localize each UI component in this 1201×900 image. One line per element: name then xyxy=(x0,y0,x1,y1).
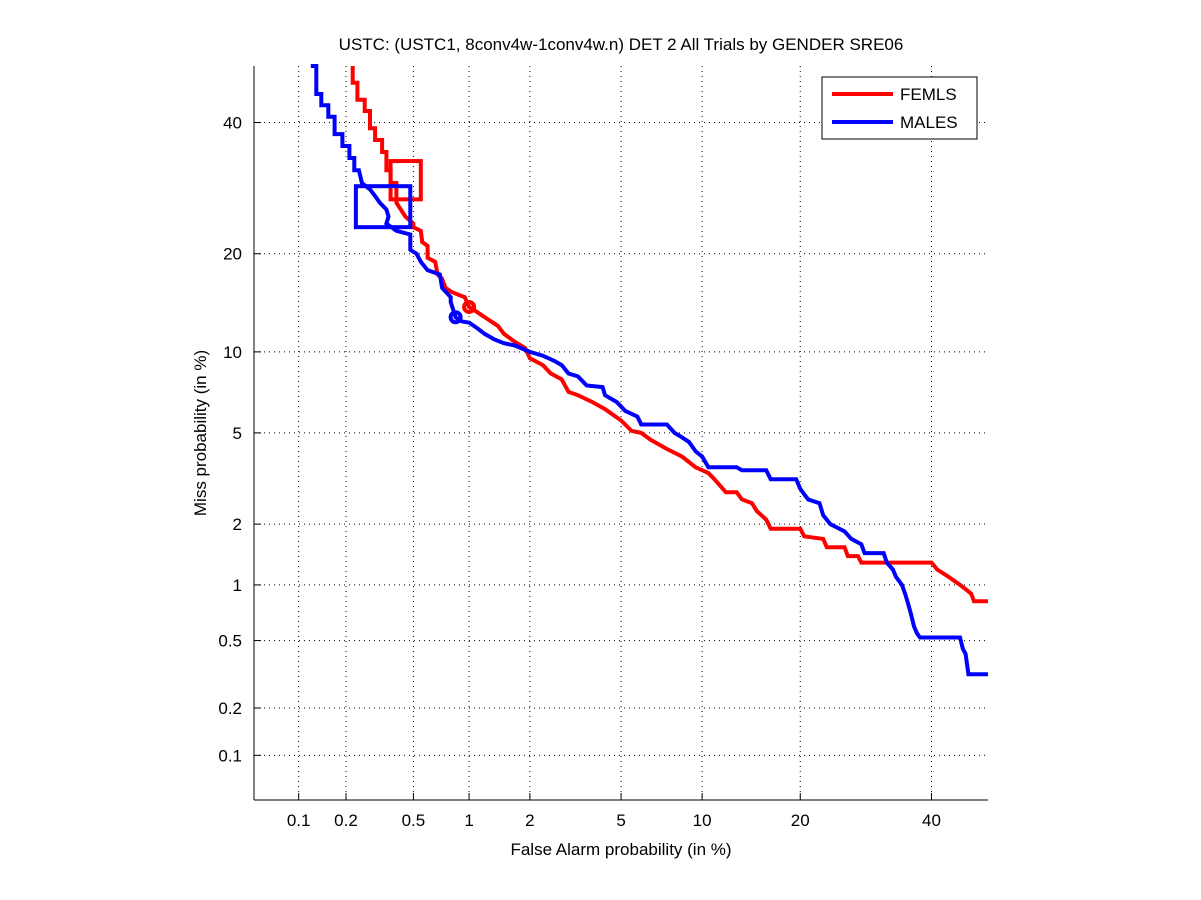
legend-box xyxy=(821,76,978,140)
x-tick-label: 40 xyxy=(922,811,941,830)
x-tick-label: 10 xyxy=(693,811,712,830)
chart-title: USTC: (USTC1, 8conv4w-1conv4w.n) DET 2 A… xyxy=(339,35,904,54)
legend-label-males: MALES xyxy=(900,113,958,132)
y-tick-label: 20 xyxy=(223,245,242,264)
x-tick-label: 0.5 xyxy=(402,811,426,830)
y-tick-label: 10 xyxy=(223,343,242,362)
y-tick-label: 0.1 xyxy=(218,746,242,765)
curve-femls xyxy=(350,66,988,604)
operating-point-box-males xyxy=(353,184,413,230)
min-dcf-marker-males xyxy=(448,310,463,325)
curve-males xyxy=(310,64,988,677)
y-tick-label: 0.2 xyxy=(218,699,242,718)
legend: FEMLS MALES xyxy=(821,76,978,140)
x-tick-label: 1 xyxy=(464,811,473,830)
min-dcf-marker-femls xyxy=(462,299,477,314)
x-tick-label: 2 xyxy=(525,811,534,830)
operating-point-box-femls xyxy=(388,159,423,202)
grid-lines xyxy=(254,66,988,800)
y-tick-label: 0.5 xyxy=(218,632,242,651)
y-tick-label: 1 xyxy=(233,576,242,595)
axes: 0.1 0.2 0.5 1 2 5 10 20 40 0.1 0.2 0.5 1 2 5 10 20 40 xyxy=(218,66,988,830)
x-tick-label: 20 xyxy=(791,811,810,830)
y-tick-label: 40 xyxy=(223,114,242,133)
x-axis-label: False Alarm probability (in %) xyxy=(510,840,731,859)
y-tick-label: 2 xyxy=(233,515,242,534)
legend-label-femls: FEMLS xyxy=(900,85,957,104)
x-tick-label: 0.2 xyxy=(334,811,358,830)
y-axis-label: Miss probability (in %) xyxy=(191,350,210,516)
x-tick-label: 5 xyxy=(616,811,625,830)
markers xyxy=(353,159,477,325)
curves xyxy=(310,64,988,677)
x-tick-label: 0.1 xyxy=(287,811,311,830)
y-tick-label: 5 xyxy=(233,424,242,443)
